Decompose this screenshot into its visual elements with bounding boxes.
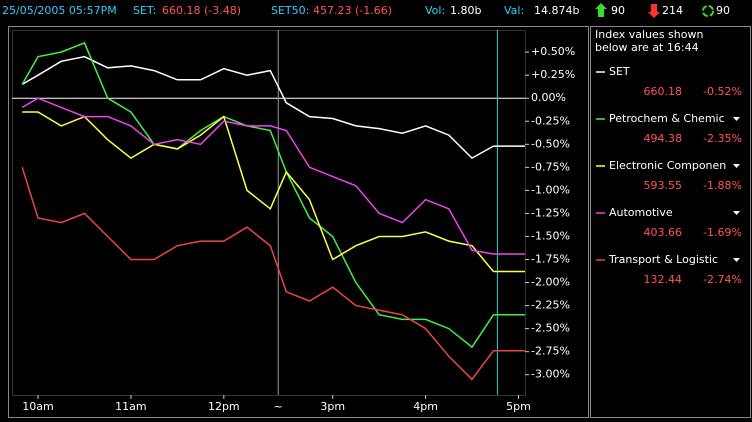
index-change: -2.35%	[703, 132, 742, 145]
legend-label: SET	[609, 65, 630, 78]
panel-title: Index values shown	[595, 28, 703, 41]
y-tick-label: 0.00%	[531, 91, 566, 104]
index-value: 132.44	[644, 273, 683, 286]
y-tick-label: -2.25%	[531, 299, 570, 312]
series-line	[21, 55, 494, 160]
datetime: 25/05/2005 05:57PM	[2, 4, 117, 17]
index-change: -2.74%	[703, 273, 742, 286]
vol-label: Vol:	[425, 4, 445, 17]
y-tick-label: -1.75%	[531, 253, 570, 266]
x-tick-label: 11am	[115, 400, 146, 413]
x-tick-label: 3pm	[320, 400, 345, 413]
dropdown-arrow	[733, 258, 740, 262]
legend-label: Electronic Componen	[609, 159, 726, 172]
legend-label: Petrochem & Chemic	[609, 112, 725, 125]
header-bar	[0, 0, 752, 22]
y-tick-label: -1.50%	[531, 229, 570, 242]
up-count: 90	[611, 4, 625, 17]
y-tick-label: -3.00%	[531, 368, 570, 381]
y-tick-label: -0.50%	[531, 137, 570, 150]
val-label: Val:	[504, 4, 524, 17]
set50-label: SET50:	[271, 4, 309, 17]
dropdown-arrow	[733, 164, 740, 168]
val-value: 14.874b	[534, 4, 579, 17]
y-tick-label: -1.25%	[531, 206, 570, 219]
index-value: 593.55	[644, 179, 683, 192]
vol-value: 1.80b	[450, 4, 481, 17]
dropdown-arrow	[733, 117, 740, 121]
y-tick-label: -0.25%	[531, 114, 570, 127]
set-label: SET:	[133, 4, 156, 17]
series-line	[21, 167, 494, 381]
index-value: 494.38	[644, 132, 683, 145]
x-break-label: ~	[274, 400, 283, 413]
index-change: -0.52%	[703, 85, 742, 98]
panel-title: below are at 16:44	[595, 41, 699, 54]
series-line	[21, 41, 495, 349]
down-arrow-icon	[648, 4, 660, 18]
legend-label: Automotive	[609, 206, 673, 219]
y-tick-label: -1.00%	[531, 183, 570, 196]
y-tick-label: +0.25%	[531, 68, 575, 81]
series-line	[21, 97, 494, 255]
index-change: -1.88%	[703, 179, 742, 192]
y-tick-label: -0.75%	[531, 160, 570, 173]
series-line	[22, 111, 494, 272]
x-tick-label: 5pm	[506, 400, 531, 413]
index-value: 403.66	[644, 226, 683, 239]
unchanged-icon	[702, 5, 714, 17]
index-change: -1.69%	[703, 226, 742, 239]
x-tick-label: 4pm	[413, 400, 438, 413]
x-tick-label: 12pm	[208, 400, 240, 413]
panel-frame	[590, 26, 751, 418]
legend-label: Transport & Logistic	[608, 253, 718, 266]
set50-value: 457.23 (-1.66)	[313, 4, 392, 17]
set-value: 660.18 (-3.48)	[162, 4, 241, 17]
x-tick-label: 10am	[22, 400, 53, 413]
up-arrow-icon	[595, 3, 607, 17]
y-tick-label: -2.50%	[531, 322, 570, 335]
y-tick-label: -2.75%	[531, 345, 570, 358]
index-value: 660.18	[644, 85, 683, 98]
unchanged-count: 90	[716, 4, 730, 17]
chart-frame	[8, 26, 589, 418]
y-tick-label: +0.50%	[531, 45, 575, 58]
down-count: 214	[662, 4, 683, 17]
y-tick-label: -2.00%	[531, 276, 570, 289]
dropdown-arrow	[733, 211, 740, 215]
